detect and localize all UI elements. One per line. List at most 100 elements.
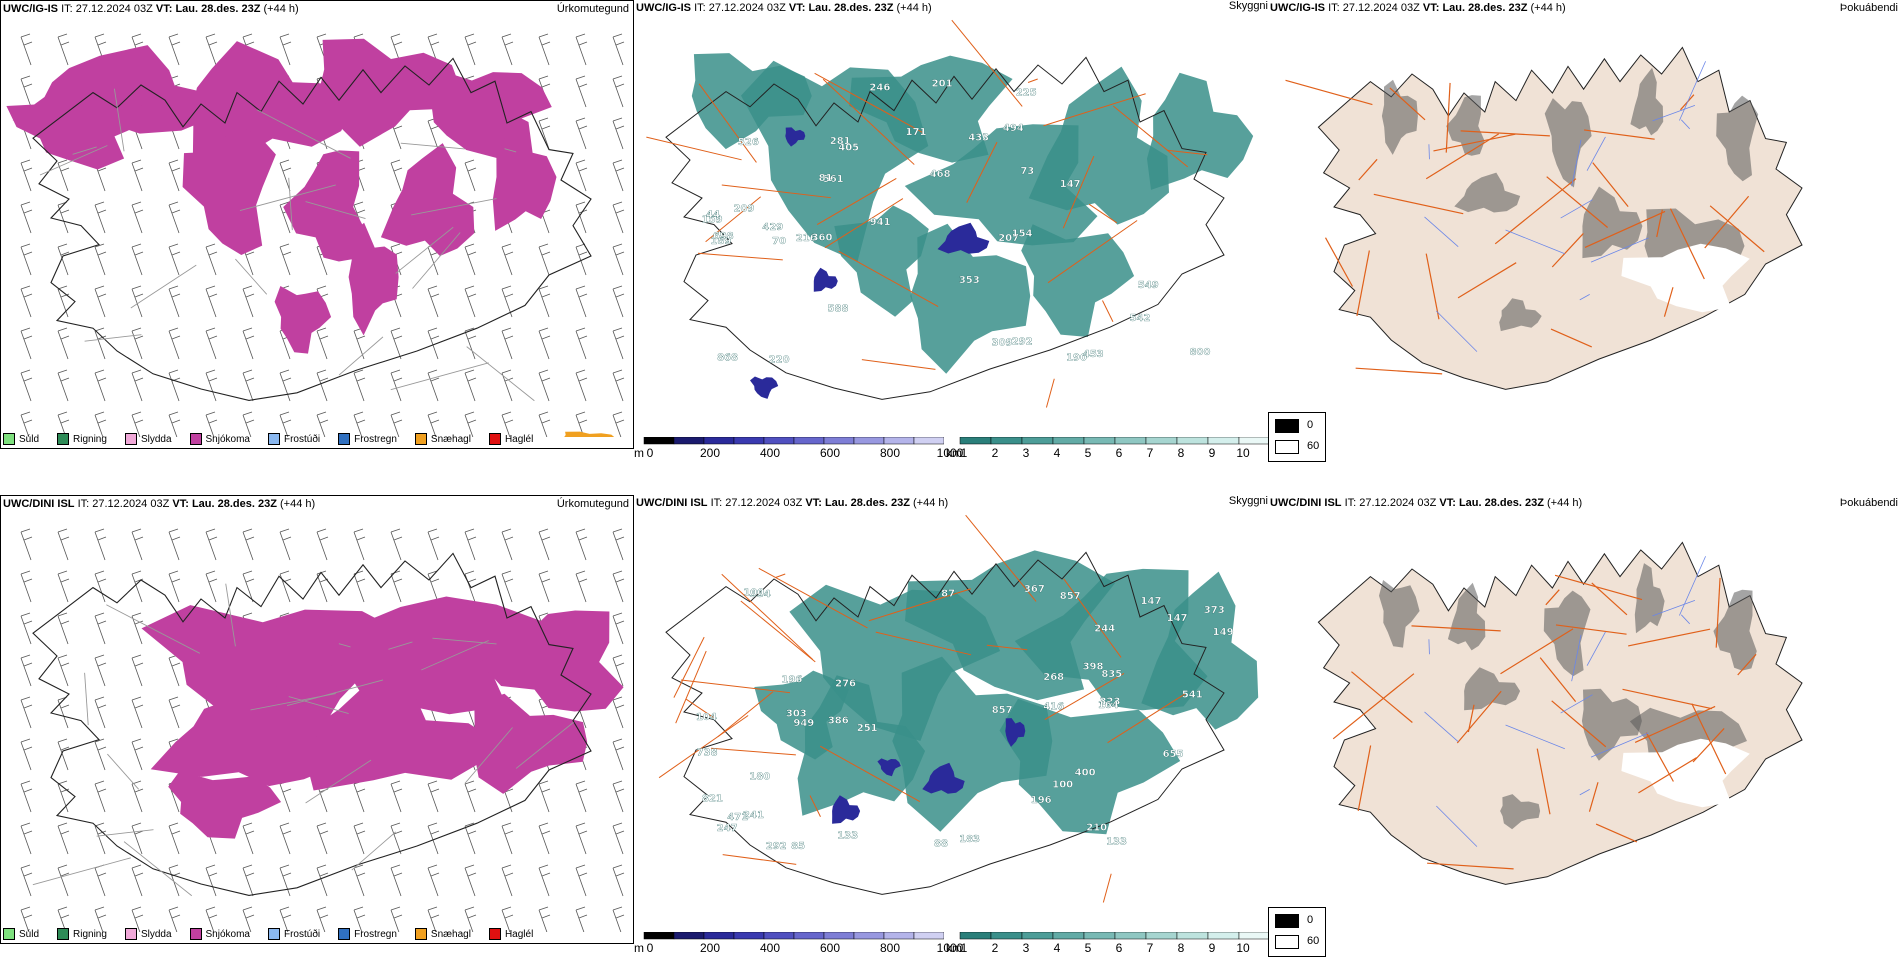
road-line — [388, 641, 413, 650]
wind-barb — [575, 285, 588, 318]
wind-barb — [353, 864, 366, 897]
wind-barb — [538, 780, 551, 813]
road-line — [722, 854, 797, 865]
road-line — [351, 831, 397, 871]
low-visibility-area — [1147, 72, 1254, 190]
wind-barb — [612, 159, 625, 192]
wind-barb — [242, 822, 255, 855]
wind-barb — [390, 411, 403, 437]
road-line — [1107, 693, 1186, 744]
colorbar-segment — [1114, 932, 1147, 940]
legend-item-1: Rigning — [57, 433, 107, 445]
coastline — [665, 56, 1225, 400]
legend-label: Frostregn — [354, 928, 397, 940]
wind-barb — [538, 369, 551, 402]
wind-barb — [390, 906, 403, 932]
wind-barb — [242, 906, 255, 932]
wind-barb — [501, 822, 514, 855]
colorbar-segment — [913, 437, 944, 445]
road-line — [1591, 582, 1628, 616]
legend-item-5: Frostregn — [338, 433, 397, 445]
road-line — [822, 78, 915, 165]
wind-barb — [464, 159, 477, 192]
colorbar-segment — [763, 932, 795, 940]
road-line — [1628, 628, 1711, 647]
road-line — [721, 184, 831, 199]
colorbar-tick: 800 — [879, 941, 901, 955]
colorbar-tick: 10 — [1236, 446, 1250, 460]
road-line — [868, 588, 972, 622]
river-line — [1560, 694, 1593, 714]
cloud-base-label: 251 — [857, 723, 878, 734]
wind-barb — [20, 906, 33, 932]
wind-barb — [612, 780, 625, 813]
legend-swatch — [3, 928, 15, 940]
colorbar-tick: 7 — [1146, 446, 1154, 460]
wind-barb — [94, 570, 107, 603]
road-line — [1411, 625, 1501, 632]
snow-area — [6, 91, 149, 170]
wind-barb — [575, 159, 588, 192]
wind-barb — [390, 159, 403, 192]
wind-barb — [205, 411, 218, 437]
cloud-base-label: 196 — [1031, 795, 1052, 806]
legend-swatch — [189, 433, 202, 445]
snow-area — [467, 693, 588, 794]
wind-barb — [57, 159, 70, 192]
road-line — [698, 83, 757, 163]
cloud-base-label: 353 — [959, 275, 980, 286]
wind-barb — [612, 528, 625, 561]
wind-barb — [538, 822, 551, 855]
snow-area — [348, 222, 399, 336]
legend-item-7: Haglél — [488, 928, 533, 940]
wind-barb — [464, 906, 477, 932]
legend-item-5: Frostregn — [338, 928, 397, 940]
road-line — [1536, 748, 1551, 815]
road-line — [646, 136, 742, 161]
wind-barb — [612, 906, 625, 932]
colorbar-tick: 6 — [1115, 941, 1123, 955]
road-line — [1332, 673, 1415, 740]
wind-barb — [168, 159, 181, 192]
wind-barb — [205, 285, 218, 318]
road-line — [1656, 209, 1663, 238]
road-line — [256, 109, 351, 159]
legend-item-0: Súld — [3, 928, 39, 940]
road-line — [965, 514, 1037, 602]
cloud-base-label: 154 — [1012, 229, 1033, 240]
river-line — [1590, 732, 1649, 758]
cloud-base-label: 588 — [828, 304, 849, 315]
cloud-base-label: 100 — [743, 588, 764, 599]
road-line — [1460, 130, 1550, 137]
colorbar-tick: 2 — [991, 446, 999, 460]
wind-barb — [427, 285, 440, 318]
road-line — [1622, 688, 1713, 710]
snow-area — [380, 143, 475, 256]
road-line — [680, 679, 791, 694]
wind-barb — [20, 369, 33, 402]
road-line — [1166, 149, 1208, 156]
cloud-base-label: 821 — [702, 794, 723, 805]
cloud-base-label: 88 — [934, 839, 948, 850]
cloud-base-label: 334 — [750, 589, 771, 600]
panel-title-fog: Þokuábendi — [1839, 2, 1898, 14]
wind-barb — [501, 327, 514, 360]
fog-index-panel: UWC/IG-IS IT: 27.12.2024 03Z VT: Lau. 28… — [1268, 0, 1900, 470]
wind-barb — [20, 570, 33, 603]
road-line — [1445, 82, 1451, 153]
cloud-base-label: 133 — [1106, 836, 1127, 847]
wind-barb — [501, 411, 514, 437]
cloud-base-label: 241 — [743, 810, 764, 821]
wind-barb — [168, 411, 181, 437]
cloud-base-label: 941 — [870, 217, 891, 228]
cloud-base-label: 220 — [769, 355, 790, 366]
wind-barb — [538, 864, 551, 897]
wind-barb — [57, 696, 70, 729]
wind-barb — [427, 864, 440, 897]
wind-barb — [57, 864, 70, 897]
colorbar-tick: 3 — [1022, 446, 1030, 460]
wind-barb — [131, 201, 144, 234]
wind-barb — [168, 822, 181, 855]
precip-map — [6, 33, 625, 437]
wind-barb — [20, 528, 33, 561]
